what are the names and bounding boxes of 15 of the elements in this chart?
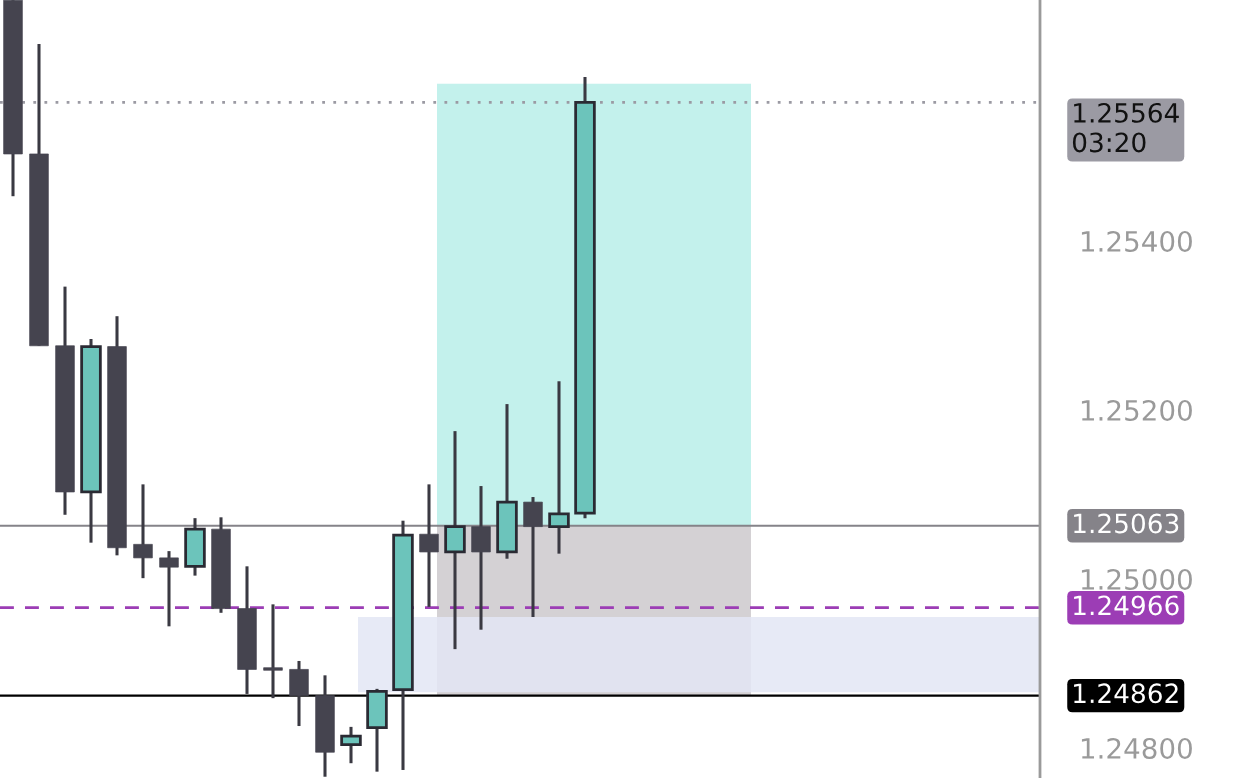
ref-line-label: 1.25063 [1074,513,1179,534]
candlestick [263,604,283,700]
candlestick [419,484,439,607]
candlestick [444,431,466,651]
y-tick-label: 1.25000 [1081,568,1192,590]
ref-line-label: 1.24966 [1074,595,1179,616]
candlestick [548,381,570,554]
y-tick-label: 1.24800 [1081,737,1192,759]
ref-line-label: 1.24862 [1074,683,1178,704]
candlestick [159,551,179,627]
candlestick [340,725,362,765]
y-tick-label: 1.25200 [1081,399,1192,421]
candlestick [133,484,153,580]
ref-line-label: 1.25564 03:20 [1072,102,1179,153]
y-tick-label: 1.25400 [1081,230,1192,252]
